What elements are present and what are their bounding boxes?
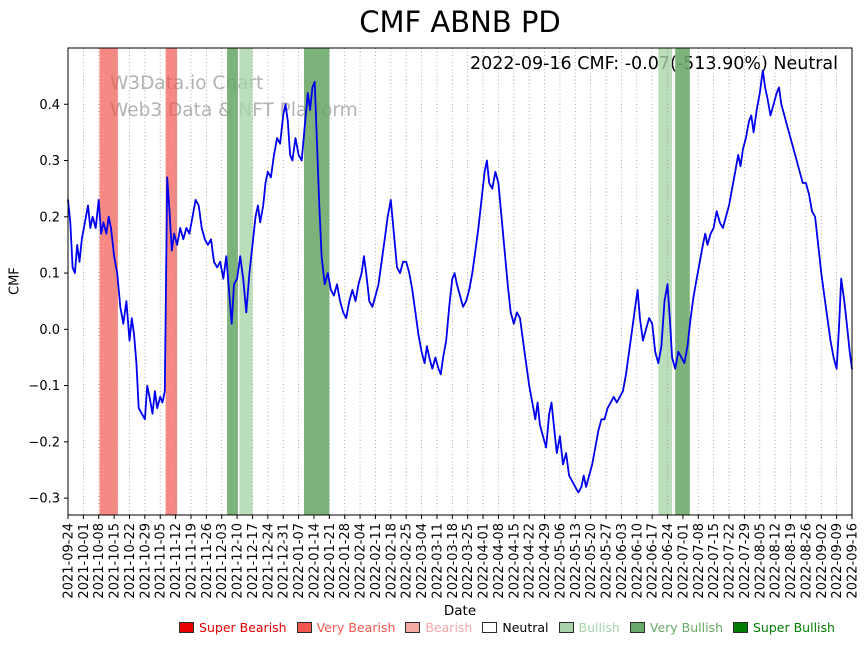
legend-swatch-very-bearish <box>296 622 312 633</box>
x-tick-label: 2022-04-01 <box>477 523 492 599</box>
y-tick-label: 0.4 <box>39 98 60 113</box>
y-tick-label: 0.3 <box>39 154 60 169</box>
x-tick-label: 2021-12-24 <box>261 523 276 599</box>
latest-value-annotation: 2022-09-16 CMF: -0.07(-513.90%) Neutral <box>469 54 838 74</box>
legend-swatch-neutral <box>482 622 498 633</box>
x-tick-label: 2022-07-01 <box>676 523 691 599</box>
x-tick-label: 2021-10-29 <box>138 523 153 599</box>
x-tick-label: 2022-03-25 <box>461 523 476 599</box>
x-tick-label: 2021-12-17 <box>246 523 261 599</box>
cmf-line-series <box>67 69 853 494</box>
y-tick-label: 0.2 <box>39 210 60 225</box>
legend-item-very-bearish: Very Bearish <box>296 620 396 635</box>
x-tick-label: 2022-04-08 <box>492 523 507 599</box>
legend-label-very-bullish: Very Bullish <box>649 620 723 635</box>
x-tick-label: 2021-11-12 <box>169 523 184 599</box>
x-tick-label: 2021-11-19 <box>185 523 200 599</box>
legend-item-super-bearish: Super Bearish <box>179 620 287 635</box>
signal-band-very-bearish <box>165 48 178 515</box>
legend-item-bearish: Bearish <box>405 620 472 635</box>
x-tick-label: 2022-05-06 <box>553 523 568 599</box>
chart-title: CMF ABNB PD <box>359 5 561 39</box>
x-tick-label: 2022-06-10 <box>630 523 645 599</box>
signal-band-very-bearish <box>99 48 118 515</box>
x-tick-label: 2022-02-18 <box>384 523 399 599</box>
legend-item-super-bullish: Super Bullish <box>733 620 835 635</box>
legend-swatch-super-bullish <box>733 622 748 633</box>
x-tick-label: 2021-12-03 <box>215 523 230 599</box>
x-tick-label: 2022-08-26 <box>799 523 814 599</box>
signal-band-bullish <box>658 48 673 515</box>
x-tick-label: 2021-09-24 <box>62 523 77 599</box>
watermark-line-1: W3Data.io Chart <box>110 73 264 94</box>
y-tick-label: 0.0 <box>39 323 60 338</box>
x-tick-label: 2022-08-19 <box>784 523 799 599</box>
signal-band-very-bullish <box>227 48 238 515</box>
legend-label-super-bearish: Super Bearish <box>199 620 287 635</box>
x-tick-label: 2021-10-15 <box>108 523 123 599</box>
x-tick-label: 2022-07-08 <box>692 523 707 599</box>
signal-band-very-bullish <box>675 48 690 515</box>
x-tick-label: 2022-07-22 <box>723 523 738 599</box>
x-tick-label: 2022-01-28 <box>338 523 353 599</box>
x-tick-label: 2022-04-15 <box>507 523 522 599</box>
x-axis-label: Date <box>443 603 477 619</box>
y-tick-label: 0.1 <box>39 267 60 282</box>
legend-swatch-bearish <box>405 622 421 633</box>
legend-swatch-very-bullish <box>629 622 645 633</box>
x-tick-label: 2022-05-13 <box>569 523 584 599</box>
x-tick-label: 2021-10-01 <box>77 523 92 599</box>
x-tick-label: 2022-03-11 <box>430 523 445 599</box>
legend-swatch-super-bearish <box>179 622 195 633</box>
x-tick-label: 2021-11-26 <box>200 523 215 599</box>
x-tick-label: 2022-07-29 <box>738 523 753 599</box>
x-tick-label: 2022-05-20 <box>584 523 599 599</box>
x-tick-label: 2021-10-22 <box>123 523 138 599</box>
plot-frame <box>67 47 853 516</box>
x-tick-label: 2022-08-05 <box>753 523 768 599</box>
x-tick-label: 2021-11-05 <box>154 523 169 599</box>
x-tick-label: 2022-01-07 <box>292 523 307 599</box>
x-tick-label: 2022-06-03 <box>615 523 630 599</box>
y-tick-label: −0.2 <box>28 435 60 450</box>
x-tick-label: 2022-02-04 <box>354 523 369 599</box>
legend-item-bullish: Bullish <box>558 620 620 635</box>
legend-label-bullish: Bullish <box>578 620 620 635</box>
x-tick-label: 2022-01-21 <box>323 523 338 599</box>
x-tick-label: 2022-01-14 <box>308 523 323 599</box>
x-tick-label: 2022-09-02 <box>815 523 830 599</box>
legend-label-very-bearish: Very Bearish <box>316 620 396 635</box>
y-tick-label: −0.3 <box>28 492 60 507</box>
x-tick-label: 2022-05-27 <box>600 523 615 599</box>
y-tick-label: −0.1 <box>28 379 60 394</box>
legend-label-bearish: Bearish <box>425 620 473 635</box>
x-tick-label: 2021-12-10 <box>231 523 246 599</box>
x-tick-label: 2022-09-16 <box>846 523 861 599</box>
x-tick-label: 2022-04-22 <box>523 523 538 599</box>
x-tick-label: 2022-06-24 <box>661 523 676 599</box>
x-tick-label: 2022-06-17 <box>646 523 661 599</box>
x-tick-label: 2022-02-11 <box>369 523 384 599</box>
legend: Super Bearish Very Bearish Bearish Neutral B… <box>150 620 864 635</box>
x-tick-label: 2022-09-09 <box>830 523 845 599</box>
legend-item-very-bullish: Very Bullish <box>629 620 723 635</box>
x-tick-label: 2022-03-18 <box>446 523 461 599</box>
x-tick-label: 2021-12-31 <box>277 523 292 599</box>
legend-label-neutral: Neutral <box>502 620 549 635</box>
x-tick-label: 2021-10-08 <box>92 523 107 599</box>
x-tick-label: 2022-08-12 <box>769 523 784 599</box>
signal-band-bullish <box>239 48 253 515</box>
x-tick-label: 2022-03-04 <box>415 523 430 599</box>
x-tick-label: 2022-02-25 <box>400 523 415 599</box>
legend-item-neutral: Neutral <box>482 620 549 635</box>
legend-label-super-bullish: Super Bullish <box>753 620 835 635</box>
legend-swatch-bullish <box>558 622 574 633</box>
x-tick-label: 2022-07-15 <box>707 523 722 599</box>
x-tick-label: 2022-04-29 <box>538 523 553 599</box>
